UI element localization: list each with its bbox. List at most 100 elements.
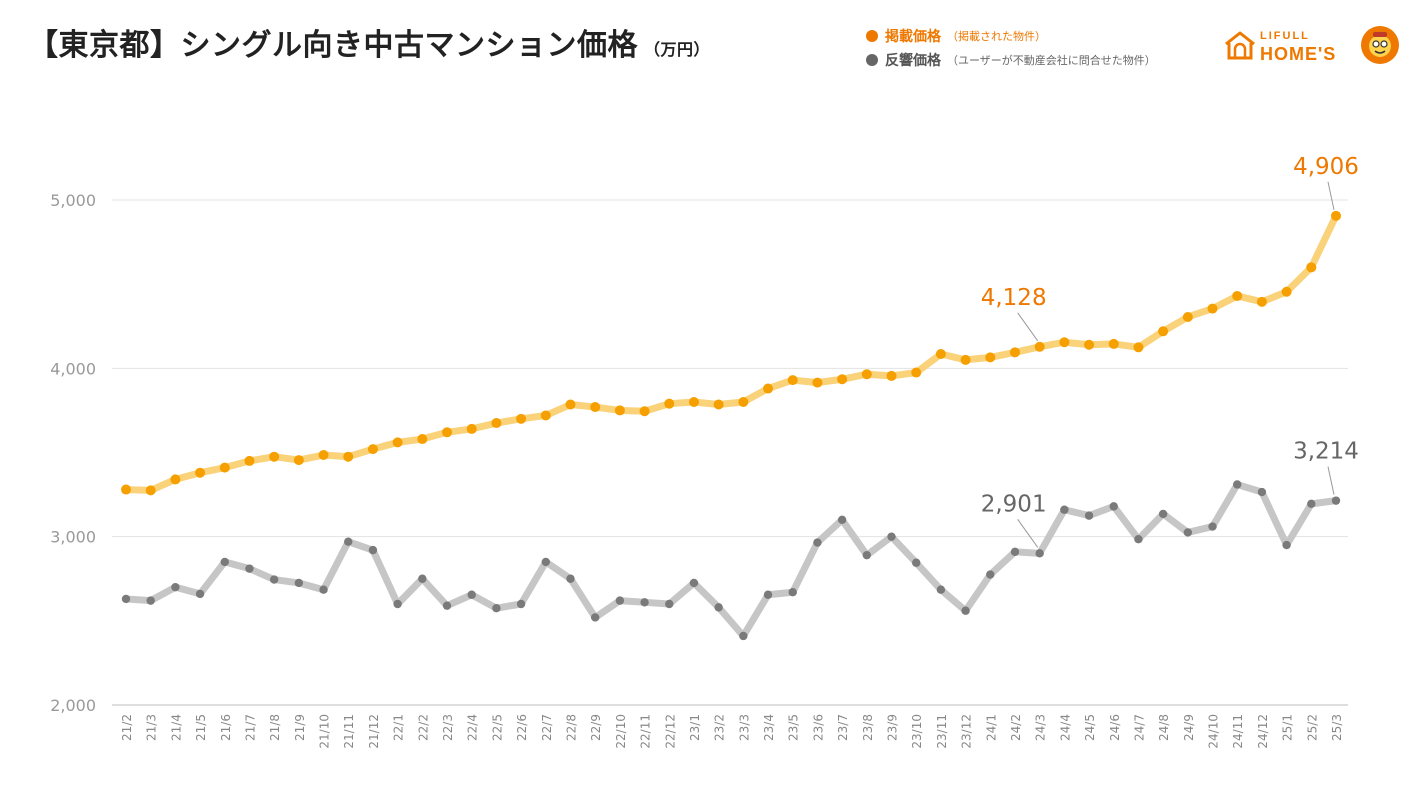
- x-tick-label: 25/3: [1330, 714, 1344, 741]
- data-point: [195, 467, 206, 478]
- data-point: [688, 397, 699, 407]
- data-point: [887, 532, 896, 541]
- x-tick-label: 21/4: [169, 714, 183, 741]
- data-point: [1183, 528, 1193, 537]
- x-tick-label: 22/9: [589, 714, 603, 741]
- x-tick-label: 21/3: [145, 714, 159, 741]
- data-point: [1306, 262, 1317, 273]
- data-point: [813, 538, 822, 547]
- x-tick-label: 21/11: [342, 714, 356, 749]
- data-point: [1257, 487, 1267, 497]
- annotation-leader: [1327, 181, 1335, 210]
- legend-listing-note: （掲載された物件）: [947, 30, 1046, 43]
- data-point: [245, 564, 254, 573]
- legend-listing-name: 掲載価格: [885, 29, 941, 45]
- x-tick-label: 21/5: [194, 714, 208, 741]
- data-point: [1331, 210, 1341, 221]
- data-point: [664, 398, 675, 409]
- data-point: [713, 399, 724, 410]
- data-point: [912, 558, 921, 567]
- data-point: [1331, 496, 1341, 505]
- data-point: [566, 574, 575, 583]
- data-point: [565, 399, 576, 410]
- data-point: [861, 369, 872, 380]
- annotation-leader: [1017, 312, 1039, 342]
- data-point: [1281, 286, 1292, 297]
- x-tick-label: 24/9: [1182, 714, 1196, 741]
- data-point: [1282, 540, 1291, 550]
- data-point: [516, 413, 527, 424]
- data-point: [121, 484, 131, 495]
- annotation-leader: [1327, 466, 1335, 495]
- data-point: [541, 557, 550, 567]
- lifull-homes-logo: LIFULL HOME'S: [1222, 24, 1402, 68]
- series-line-0: [122, 212, 1340, 494]
- data-point: [1208, 522, 1217, 531]
- annotation-label: 4,906: [1293, 154, 1359, 180]
- data-point: [269, 575, 279, 584]
- data-point: [1158, 509, 1168, 519]
- data-point: [1084, 511, 1094, 520]
- data-point: [1009, 347, 1020, 358]
- data-point: [442, 601, 452, 610]
- data-point: [812, 377, 823, 388]
- data-point: [614, 405, 625, 416]
- mascot-icon: [1361, 26, 1399, 64]
- data-point: [392, 437, 403, 448]
- data-point: [294, 578, 304, 588]
- data-point: [590, 613, 600, 622]
- data-point: [837, 374, 848, 385]
- x-tick-label: 21/12: [367, 714, 381, 749]
- data-point: [911, 367, 922, 378]
- house-icon: [1225, 31, 1255, 60]
- y-tick-label: 5,000: [50, 191, 96, 210]
- data-point: [639, 406, 650, 417]
- data-point: [787, 375, 798, 386]
- legend-response-name: 反響価格: [885, 53, 941, 69]
- data-point: [418, 574, 427, 583]
- data-point: [714, 603, 723, 612]
- legend-dot-response: [866, 54, 878, 66]
- x-tick-label: 23/12: [960, 714, 974, 749]
- data-point: [146, 596, 155, 605]
- x-tick-label: 24/11: [1231, 714, 1245, 749]
- annotation-label: 2,901: [981, 491, 1047, 517]
- data-point: [1233, 480, 1242, 489]
- data-point: [492, 604, 501, 613]
- x-tick-label: 22/1: [392, 714, 406, 741]
- data-point: [665, 599, 674, 609]
- data-point: [344, 537, 353, 546]
- data-point: [862, 550, 872, 560]
- legend-item-response: 反響価格 （ユーザーが不動産会社に問合せた物件）: [866, 48, 1156, 72]
- x-tick-label: 23/9: [886, 714, 900, 741]
- data-point: [1134, 534, 1143, 544]
- chart-title: 【東京都】シングル向き中古マンション価格 （万円）: [28, 20, 710, 64]
- y-tick-label: 3,000: [50, 528, 96, 547]
- data-point: [739, 631, 748, 641]
- x-tick-label: 24/10: [1207, 714, 1221, 749]
- data-point: [1060, 505, 1069, 514]
- x-tick-label: 23/8: [861, 714, 875, 741]
- data-point: [491, 418, 502, 429]
- x-tick-label: 22/3: [441, 714, 455, 741]
- x-tick-label: 23/10: [910, 714, 924, 749]
- x-tick-label: 24/7: [1132, 714, 1146, 741]
- data-point: [985, 352, 996, 363]
- data-point: [466, 423, 477, 434]
- x-tick-label: 21/7: [243, 714, 257, 741]
- data-point: [269, 451, 280, 462]
- data-point: [1232, 290, 1243, 301]
- x-tick-label: 24/8: [1157, 714, 1171, 741]
- y-tick-label: 2,000: [50, 696, 96, 715]
- data-point: [763, 590, 773, 599]
- x-tick-label: 23/7: [836, 714, 850, 741]
- data-point: [935, 349, 946, 360]
- x-tick-label: 24/12: [1256, 714, 1270, 749]
- data-point: [986, 570, 995, 579]
- series-line-1: [122, 480, 1340, 640]
- data-point: [640, 598, 649, 607]
- x-tick-label: 22/12: [663, 714, 677, 749]
- data-point: [170, 474, 181, 485]
- data-point: [319, 585, 328, 594]
- legend-response-note: （ユーザーが不動産会社に問合せた物件）: [947, 54, 1156, 67]
